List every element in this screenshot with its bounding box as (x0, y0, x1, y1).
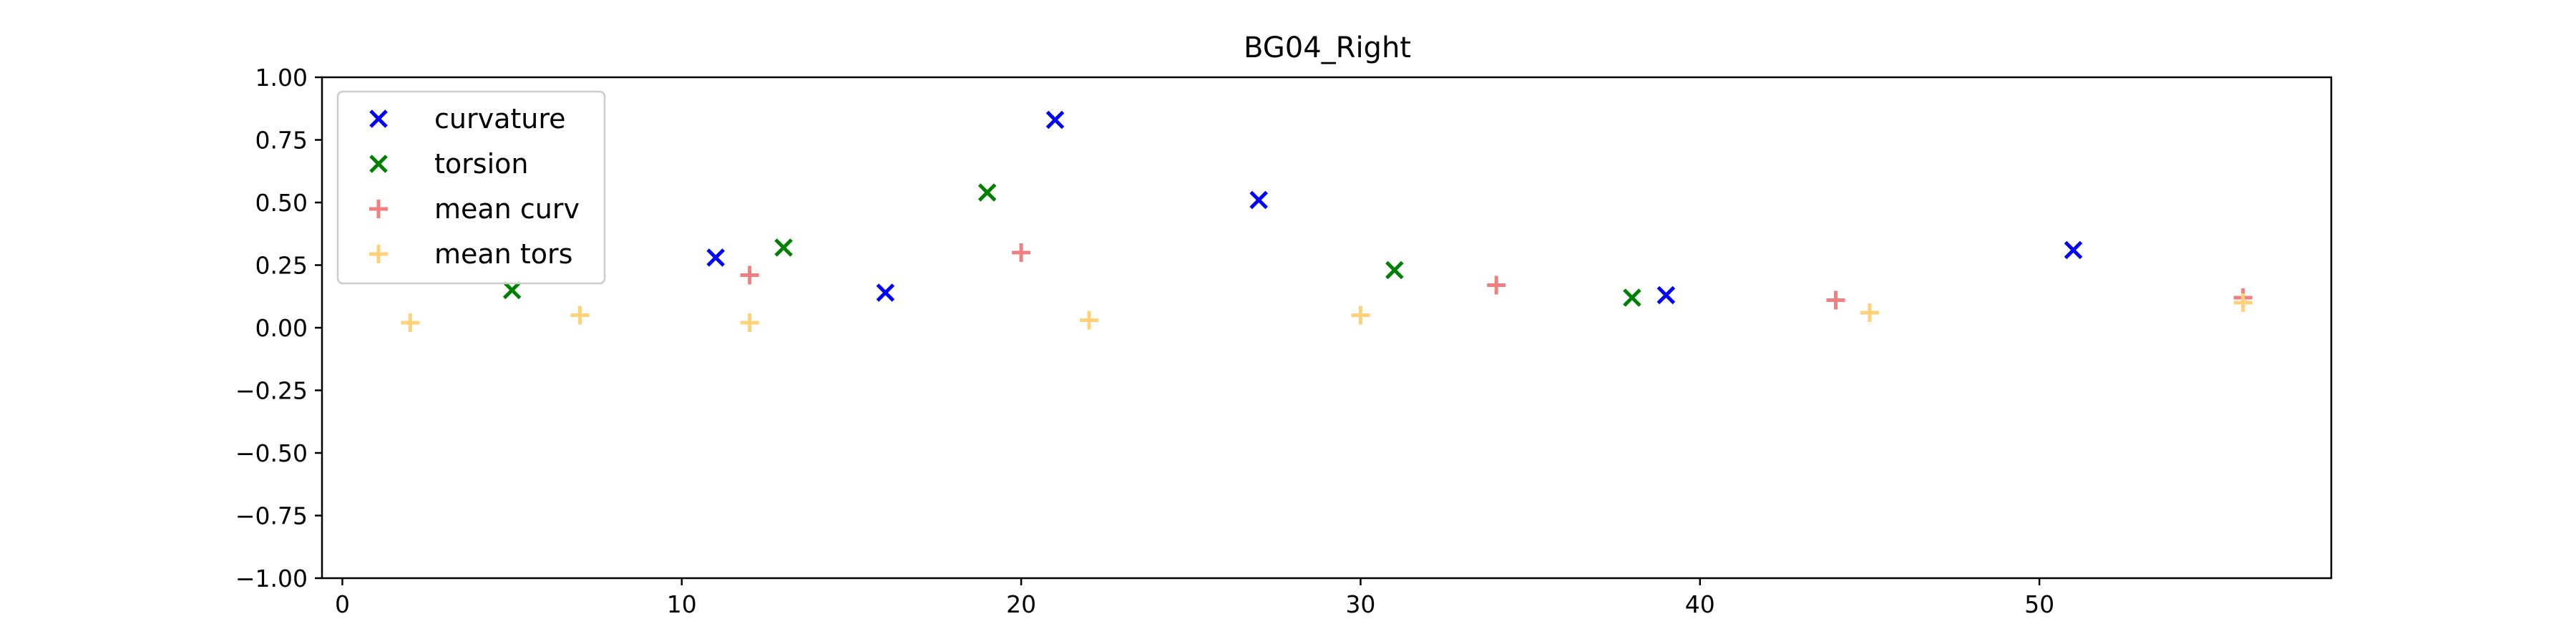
y-tick-label: 0.75 (255, 127, 308, 155)
point-mean-curv (1826, 291, 1845, 310)
point-curvature (876, 283, 895, 302)
point-torsion (1623, 288, 1641, 307)
point-mean-tors (1860, 303, 1879, 322)
point-torsion (502, 280, 522, 300)
point-curvature (1249, 190, 1268, 210)
point-mean-tors (740, 313, 759, 332)
legend-label-mean-tors: mean tors (434, 238, 572, 270)
point-mean-tors (2233, 293, 2253, 312)
legend-label-mean-curv: mean curv (434, 193, 580, 225)
x-tick-label: 20 (1006, 590, 1036, 618)
legend-marker-mean-curv (369, 200, 388, 218)
point-mean-curv (740, 265, 759, 285)
point-curvature (2064, 240, 2083, 260)
legend: curvature torsion mean curv mean tors (336, 90, 606, 285)
point-curvature (1657, 286, 1676, 305)
x-tick-label: 40 (1685, 590, 1715, 618)
legend-box (336, 90, 606, 285)
legend-marker-mean-tors (369, 245, 388, 263)
point-torsion (774, 238, 793, 257)
x-tick-label: 10 (667, 590, 697, 618)
legend-marker-torsion (369, 155, 388, 173)
y-tick-label: −0.50 (235, 439, 308, 467)
point-torsion (977, 183, 997, 202)
point-mean-curv (1487, 275, 1506, 295)
x-tick-label: 50 (2024, 590, 2054, 618)
y-tick-label: −0.25 (235, 377, 308, 405)
x-tick-label: 30 (1345, 590, 1375, 618)
y-tick-label: 1.00 (255, 64, 308, 92)
point-curvature (1045, 110, 1065, 130)
x-axis: 0 10 20 30 40 50 (335, 578, 2054, 618)
chart-title: BG04_Right (1244, 31, 1411, 64)
plot-frame (321, 76, 2333, 580)
y-tick-label: −1.00 (235, 565, 308, 592)
plot-markers (401, 110, 2253, 332)
y-tick-label: 0.50 (255, 189, 308, 217)
point-mean-tors (401, 313, 420, 332)
point-mean-tors (1079, 311, 1098, 330)
y-tick-label: −0.75 (235, 502, 308, 530)
point-torsion (1385, 260, 1404, 280)
point-curvature (706, 248, 725, 267)
y-tick-label: 0.00 (255, 314, 308, 342)
legend-marker-curvature (369, 109, 388, 128)
y-tick-label: 0.25 (255, 252, 308, 280)
point-mean-tors (1351, 306, 1370, 325)
y-axis: 1.00 0.75 0.50 0.25 0.00 −0.25 −0.50 −0.75 −1.00 (235, 64, 322, 592)
legend-label-curvature: curvature (434, 103, 566, 135)
legend-label-torsion: torsion (434, 148, 528, 180)
point-mean-curv (1012, 243, 1031, 262)
point-mean-tors (570, 306, 590, 325)
x-tick-label: 0 (335, 590, 350, 618)
